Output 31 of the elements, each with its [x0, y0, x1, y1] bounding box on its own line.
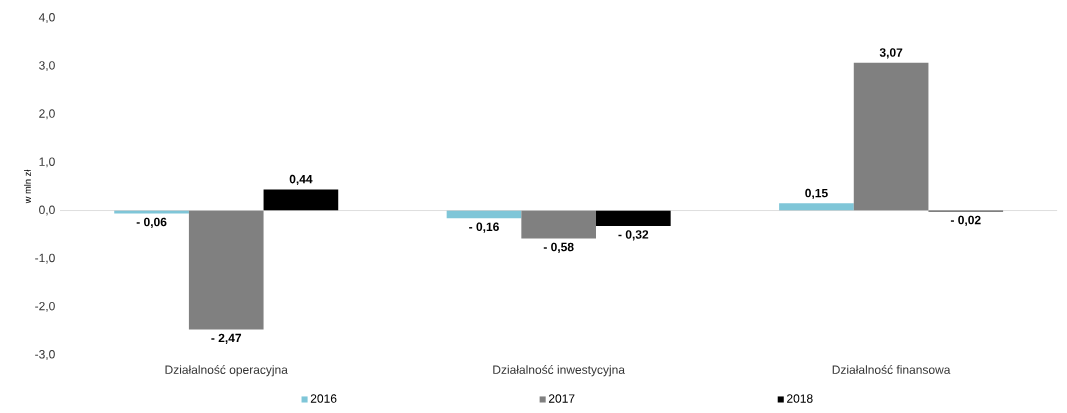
data-label: 0,44	[289, 174, 313, 186]
y-tick-label: -3,0	[35, 350, 55, 360]
y-axis-title: w mln zł	[24, 169, 31, 204]
y-tick-label: 3,0	[39, 61, 55, 72]
y-tick-label: -2,0	[35, 301, 55, 312]
y-tick-label: -1,0	[35, 253, 55, 264]
data-label: - 0,02	[950, 215, 981, 227]
bar	[188, 210, 264, 330]
legend-label: 2018	[787, 394, 813, 403]
legend-label: 2017	[548, 394, 575, 403]
data-label: - 0,16	[469, 222, 499, 233]
bar	[521, 210, 597, 239]
bar	[446, 210, 522, 219]
data-label: - 0,58	[543, 242, 574, 253]
data-label: - 0,06	[136, 217, 167, 228]
y-tick-label: 0,0	[39, 205, 55, 216]
bar	[853, 62, 929, 211]
data-label: - 2,47	[211, 333, 242, 344]
bar	[596, 210, 671, 226]
legend-label: 2016	[310, 394, 337, 403]
bar	[779, 203, 854, 211]
x-tick-label: Działalność operacyjna	[165, 365, 288, 377]
data-label: 0,15	[805, 188, 828, 200]
data-label: 3,07	[879, 48, 903, 59]
x-tick-label: Działalność finansowa	[832, 365, 951, 374]
y-tick-label: 4,0	[38, 13, 55, 23]
y-tick-label: 1,0	[39, 157, 55, 168]
bar	[263, 189, 339, 211]
data-label: - 0,32	[618, 230, 649, 241]
y-tick-label: 2,0	[39, 109, 55, 120]
x-tick-label: Działalność inwestycyjna	[493, 365, 625, 377]
